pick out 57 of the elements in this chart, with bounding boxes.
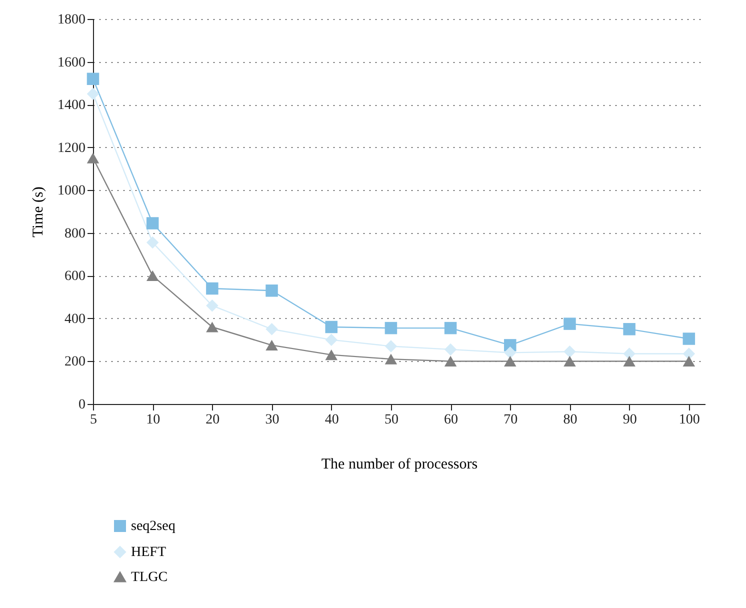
point [266,323,278,336]
point [266,284,278,297]
point [86,88,100,100]
point [86,152,100,164]
point [206,322,218,332]
y-tick-label: 1600 [58,55,86,70]
legend-label: TLGC [131,570,168,585]
x-tick-label: 50 [384,412,398,428]
y-tick-label: 1200 [58,140,86,156]
x-tick-label: 60 [444,412,458,428]
point [146,270,159,281]
x-axis-title: The number of processors [321,456,478,472]
y-tick-label: 200 [64,354,86,370]
point [564,356,576,367]
point [564,318,576,330]
point [206,282,218,295]
point [325,334,338,346]
point [384,322,398,334]
y-tick-label: 600 [64,269,86,284]
point [325,350,338,360]
point [682,356,696,367]
point [384,354,398,364]
point [623,323,636,336]
y-tick-label: 1400 [58,98,86,114]
legend-label: seq2seq [131,519,176,534]
y-tick-label: 1000 [58,184,86,199]
x-tick-label: 80 [563,412,578,428]
y-axis-title: Time (s) [30,186,46,238]
point [623,348,636,360]
point [266,340,278,350]
x-tick-label: 10 [146,412,160,428]
x-tick-label: 40 [324,412,339,428]
point [146,217,159,230]
point [504,346,516,359]
point [682,332,696,345]
x-tick-label: 20 [206,412,220,428]
point [623,356,636,367]
point [444,322,457,334]
point [444,356,457,367]
point [206,299,218,312]
point [325,320,338,334]
point [444,343,457,356]
y-tick-label: 400 [64,312,86,327]
x-tick-label: 5 [90,412,97,428]
point [146,236,159,249]
x-tick-label: 90 [622,412,637,428]
x-tick-label: 100 [678,412,700,428]
point [86,72,100,86]
y-tick-label: 1800 [58,12,86,28]
y-tick-label: 800 [64,226,86,242]
x-tick-label: 70 [504,412,518,428]
point [564,345,576,358]
x-tick-label: 30 [265,412,280,428]
point [384,340,398,352]
legend-label: HEFT [131,545,166,560]
point [504,356,516,367]
y-tick-label: 0 [78,398,86,412]
